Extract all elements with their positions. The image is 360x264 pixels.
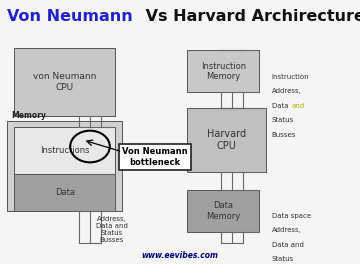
Text: Address,
Data and
Status
Busses: Address, Data and Status Busses [96,216,127,243]
FancyBboxPatch shape [187,108,266,172]
Text: Data
Memory: Data Memory [206,201,240,221]
FancyBboxPatch shape [14,48,115,116]
Text: Instruction
Memory: Instruction Memory [201,62,246,81]
FancyBboxPatch shape [119,144,191,170]
Text: Instructions: Instructions [40,146,90,155]
Text: von Neumann
CPU: von Neumann CPU [33,72,96,92]
FancyBboxPatch shape [7,121,122,211]
Text: Von Neumann
bottleneck: Von Neumann bottleneck [122,147,188,167]
Text: Status: Status [272,117,294,124]
Text: and: and [292,103,305,109]
Text: Busses: Busses [272,132,296,138]
FancyBboxPatch shape [14,174,115,211]
Text: Address,: Address, [272,227,302,233]
Text: Address,: Address, [272,88,302,95]
Text: Data space: Data space [272,213,311,219]
Text: Harvard
CPU: Harvard CPU [207,129,246,151]
Text: Von Neumann: Von Neumann [7,9,133,24]
Text: Data: Data [55,188,75,197]
Text: Status: Status [272,256,294,262]
FancyBboxPatch shape [187,190,259,232]
Text: Memory: Memory [11,111,46,120]
Text: Instruction: Instruction [272,74,310,80]
Text: www.eevibes.com: www.eevibes.com [141,251,219,260]
Text: Data and: Data and [272,242,304,248]
FancyBboxPatch shape [187,50,259,92]
FancyBboxPatch shape [14,127,115,174]
Text: Vs Harvard Archirecture: Vs Harvard Archirecture [140,9,360,24]
Text: Data: Data [272,103,291,109]
